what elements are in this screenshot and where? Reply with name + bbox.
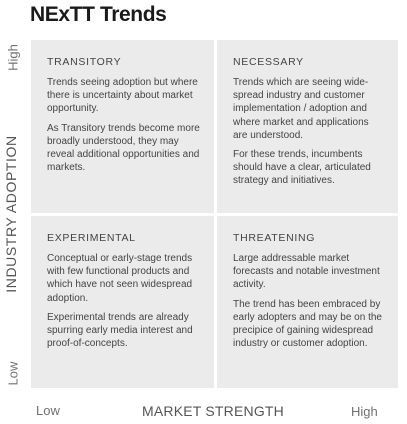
- quadrant-transitory: TRANSITORY Trends seeing adoption but wh…: [31, 40, 214, 213]
- quadrant-title: TRANSITORY: [47, 56, 122, 68]
- x-axis-title: MARKET STRENGTH: [142, 403, 284, 419]
- y-axis-title: INDUSTRY ADOPTION: [3, 135, 19, 293]
- quadrant-title: EXPERIMENTAL: [47, 232, 136, 244]
- quadrant-experimental: EXPERIMENTAL Conceptual or early-stage t…: [31, 216, 214, 388]
- quadrant-note: The trend has been embraced by early ado…: [233, 298, 382, 350]
- quadrant-note: For these trends, incumbents should have…: [233, 149, 371, 187]
- quadrant-note: As Transitory trends become more broadly…: [47, 122, 200, 174]
- quadrant-necessary: NECESSARY Trends which are seeing wide-s…: [217, 40, 398, 213]
- quadrant-note: Experimental trends are already spurring…: [47, 311, 193, 350]
- quadrant-title: THREATENING: [233, 232, 316, 244]
- y-axis-high-label: High: [5, 44, 21, 71]
- quadrant-title: NECESSARY: [233, 56, 304, 68]
- quadrant-description: Trends which are seeing wide-spread indu…: [233, 77, 369, 141]
- quadrant-threatening: THREATENING Large addressable market for…: [217, 216, 398, 388]
- x-axis-low-label: Low: [36, 403, 60, 418]
- x-axis-high-label: High: [351, 404, 378, 419]
- quadrant-description: Trends seeing adoption but where there i…: [47, 77, 198, 115]
- quadrant-grid: TRANSITORY Trends seeing adoption but wh…: [31, 40, 398, 388]
- page-title: NExTT Trends: [30, 3, 167, 26]
- quadrant-description: Conceptual or early-stage trends with fe…: [47, 253, 193, 304]
- y-axis-low-label: Low: [5, 361, 21, 386]
- quadrant-description: Large addressable market forecasts and n…: [233, 253, 380, 291]
